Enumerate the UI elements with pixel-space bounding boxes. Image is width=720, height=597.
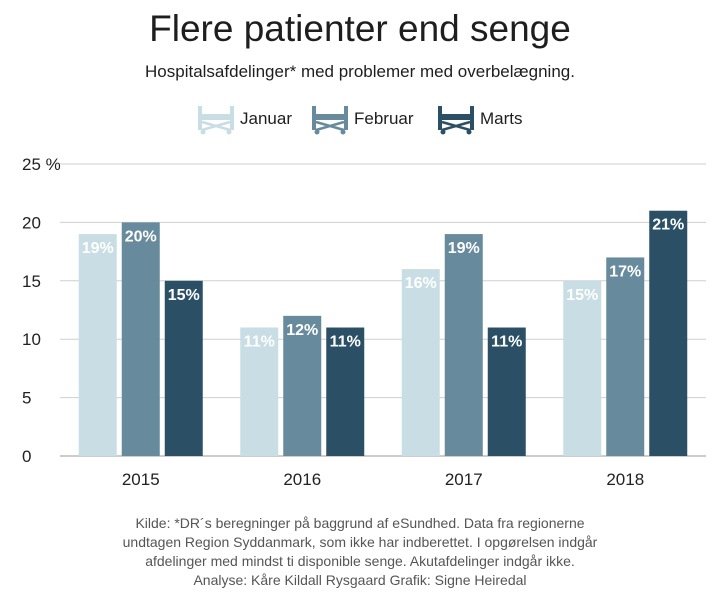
bar-januar-2018 [563,280,602,456]
x-tick-label: 2015 [122,470,160,489]
bar-februar-2017 [444,234,483,456]
bar-value-label: 11% [330,334,361,351]
bar-februar-2015 [121,222,160,456]
bar-februar-2018 [606,257,645,456]
footnote-credits: Analyse: Kåre Kildall Rysgaard Grafik: S… [193,572,527,588]
bar-value-label: 20% [125,228,157,245]
footnote-line: afdelinger med mindst ti disponible seng… [145,553,575,569]
bar-januar-2015 [78,234,117,456]
legend: Januar Februar Marts [0,102,720,138]
bar-value-label: 15% [566,287,598,304]
bar-marts-2015 [164,280,203,456]
x-tick-label: 2016 [283,470,321,489]
bar-value-label: 11% [244,334,275,351]
legend-label: Marts [480,109,523,128]
y-tick-label: 0 [22,447,31,466]
y-tick-label: 25 % [22,155,61,174]
x-tick-label: 2018 [606,470,644,489]
bar-marts-2016 [326,327,365,456]
hospital-bed-icon [438,106,474,135]
legend-item-marts: Marts [436,102,523,136]
bar-value-label: 11% [491,334,522,351]
chart-title: Flere patienter end senge [149,8,571,49]
bar-value-label: 21% [652,217,684,234]
bar-marts-2017 [487,327,526,456]
bar-januar-2017 [401,269,440,456]
x-tick-label: 2017 [445,470,483,489]
bar-value-label: 16% [405,275,437,292]
legend-label: Februar [354,109,414,128]
y-tick-label: 20 [22,213,41,232]
source-footnote: Kilde: *DR´s beregninger på baggrund af … [0,514,720,590]
bar-marts-2018 [649,210,688,456]
y-tick-label: 5 [22,389,31,408]
bar-chart: 0 5 10 15 20 25 % 19% 20% 15% 2015 11% 12% 11% 2016 16… [22,155,706,489]
bar-value-label: 19% [82,240,114,257]
footnote-line: undtagen Region Syddanmark, som ikke har… [122,534,598,550]
y-tick-label: 15 [22,272,41,291]
bar-value-label: 17% [609,263,641,280]
legend-item-januar: Januar [196,102,292,136]
y-tick-label: 10 [22,330,41,349]
legend-item-februar: Februar [310,102,414,136]
hospital-bed-icon [312,106,348,135]
footnote-line: Kilde: *DR´s beregninger på baggrund af … [135,515,585,531]
hospital-bed-icon [198,106,234,135]
bar-januar-2016 [240,327,279,456]
legend-label: Januar [240,109,292,128]
bar-value-label: 15% [168,287,200,304]
bar-februar-2016 [283,315,322,456]
chart-subtitle: Hospitalsafdelinger* med problemer med o… [145,62,575,81]
bar-value-label: 19% [448,240,480,257]
bar-value-label: 12% [286,322,318,339]
